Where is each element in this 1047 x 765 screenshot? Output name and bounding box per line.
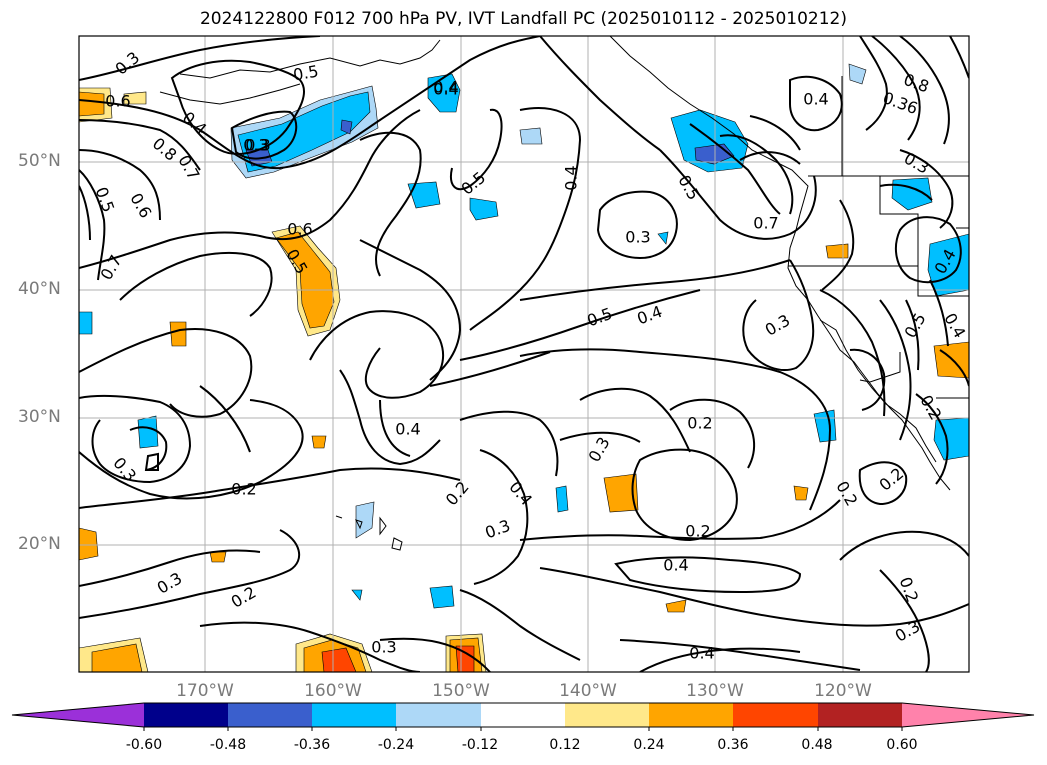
colorbar-segment bbox=[565, 703, 649, 727]
colorbar-segment bbox=[818, 703, 902, 727]
colorbar-tick-label: 0.12 bbox=[549, 737, 581, 753]
colorbar bbox=[11, 702, 1035, 731]
contour-label: 0.2 bbox=[687, 414, 712, 433]
lat-label-20n: 20°N bbox=[18, 534, 61, 554]
contour-label: 0.4 bbox=[433, 78, 458, 97]
contour-label: 0.3 bbox=[625, 228, 650, 247]
colorbar-segment bbox=[12, 703, 144, 727]
positive-anomaly-fill bbox=[79, 87, 969, 672]
lon-label-170w: 170°W bbox=[176, 681, 234, 701]
colorbar-tick-label: 0.60 bbox=[886, 737, 918, 753]
lat-label-40n: 40°N bbox=[18, 279, 61, 299]
contour-label: 0.2 bbox=[231, 480, 256, 499]
colorbar-segment bbox=[902, 703, 1034, 727]
contour-label: 0.6 bbox=[287, 220, 312, 239]
map-frame bbox=[78, 35, 970, 673]
lon-label-150w: 150°W bbox=[432, 681, 490, 701]
colorbar-tick-label: -0.36 bbox=[293, 737, 331, 753]
colorbar-tick-label: 0.48 bbox=[801, 737, 833, 753]
colorbar-segment bbox=[312, 703, 396, 727]
coastlines bbox=[159, 36, 969, 551]
colorbar-tick-label: -0.12 bbox=[461, 737, 499, 753]
colorbar-segment bbox=[396, 703, 481, 727]
contour-label: 0.3 bbox=[371, 638, 396, 657]
lon-label-140w: 140°W bbox=[559, 681, 617, 701]
contour-label: 0.4 bbox=[663, 556, 688, 575]
contour-label: 0.4 bbox=[562, 165, 581, 190]
colorbar-tick-label: -0.48 bbox=[209, 737, 247, 753]
contour-label: 0.4 bbox=[689, 644, 714, 663]
colorbar-segment bbox=[733, 703, 818, 727]
contour-label: 0.3 bbox=[245, 136, 270, 155]
pv-contours bbox=[79, 36, 969, 672]
contour-label: 0.7 bbox=[753, 214, 778, 233]
colorbar-segment bbox=[481, 703, 565, 727]
contour-label: 0.5 bbox=[292, 61, 320, 84]
contour-label: 0.2 bbox=[685, 522, 710, 541]
negative-anomaly-fill bbox=[79, 63, 969, 609]
lat-label-50n: 50°N bbox=[18, 151, 61, 171]
contour-label: 0.4 bbox=[433, 80, 458, 99]
colorbar-tick-label: 0.36 bbox=[717, 737, 749, 753]
lat-label-30n: 30°N bbox=[18, 407, 61, 427]
colorbar-tick-label: -0.60 bbox=[125, 737, 163, 753]
contour-label: 0.6 bbox=[105, 92, 130, 111]
contour-label: 0.4 bbox=[803, 90, 828, 109]
colorbar-segment bbox=[649, 703, 733, 727]
map-plot-area: 0.3 0.50.40.60.40.30.80.70.5 0.60.70.60.50… bbox=[79, 36, 969, 672]
lon-label-160w: 160°W bbox=[304, 681, 362, 701]
colorbar-tick-label: -0.24 bbox=[377, 737, 415, 753]
colorbar-tick-label: 0.24 bbox=[633, 737, 665, 753]
map-title: 2024122800 F012 700 hPa PV, IVT Landfall… bbox=[199, 9, 847, 29]
lon-label-120w: 120°W bbox=[814, 681, 872, 701]
colorbar-segment bbox=[144, 703, 228, 727]
contour-label: 0.3 bbox=[243, 136, 268, 155]
colorbar-segment bbox=[228, 703, 312, 727]
lon-label-130w: 130°W bbox=[686, 681, 744, 701]
contour-label: 0.4 bbox=[395, 420, 420, 439]
